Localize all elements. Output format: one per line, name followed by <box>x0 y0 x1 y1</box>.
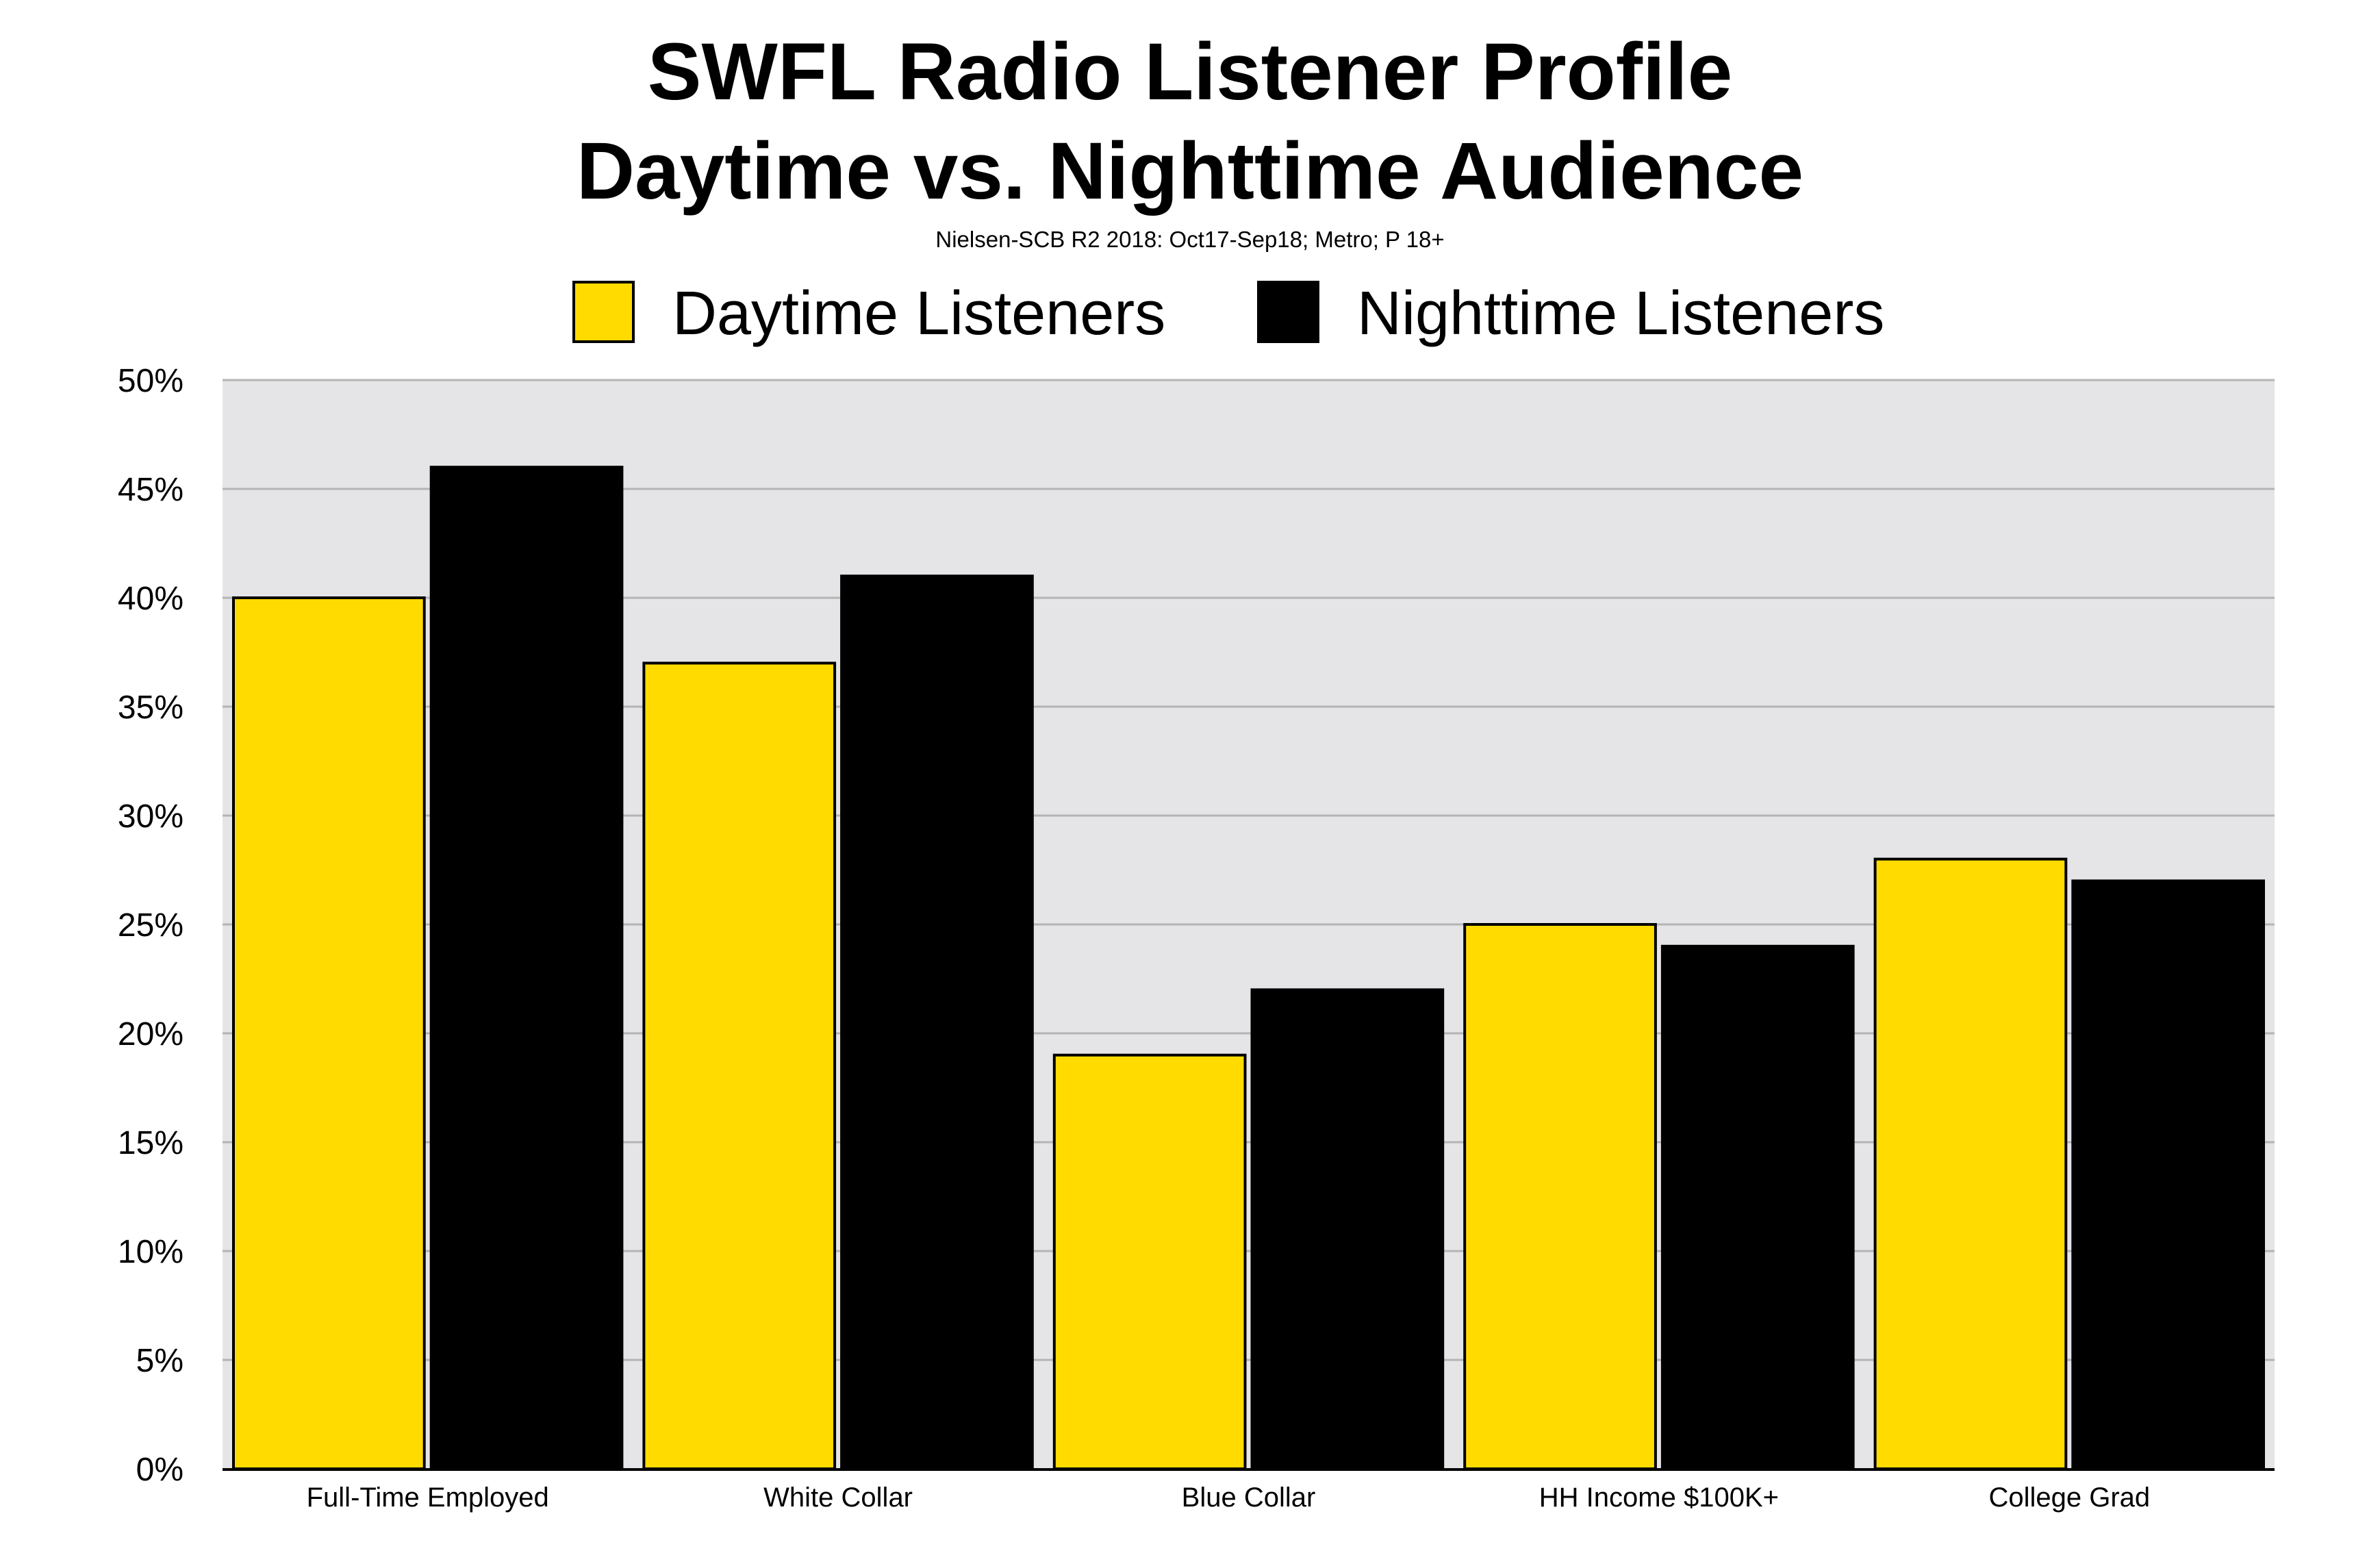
y-tick-label: 40% <box>118 581 183 617</box>
x-tick-label: White Collar <box>763 1483 913 1513</box>
bar-daytime-listeners-white-collar <box>642 661 837 1470</box>
chart-subtitle: Nielsen-SCB R2 2018: Oct17-Sep18; Metro;… <box>935 227 1445 252</box>
bar-nighttime-listeners-full-time-employed <box>429 466 624 1471</box>
y-tick-label: 30% <box>118 798 183 835</box>
legend: Daytime Listeners Nighttime Listeners <box>572 279 1884 348</box>
bar-nighttime-listeners-white-collar <box>840 575 1034 1471</box>
bar-nighttime-listeners-blue-collar <box>1250 988 1445 1470</box>
y-tick-label: 50% <box>118 363 183 399</box>
y-tick-label: 45% <box>118 472 183 508</box>
bar-daytime-listeners-college-grad <box>1873 857 2068 1470</box>
x-tick-label: Full-Time Employed <box>307 1483 549 1513</box>
y-tick-label: 35% <box>118 690 183 726</box>
y-axis: 0% 5% 10% 15% 20% 25% 30% 35% 40% 45% 50% <box>118 363 183 1488</box>
y-tick-label: 25% <box>118 907 183 944</box>
bar-daytime-listeners-hh-income-100k <box>1463 923 1657 1470</box>
y-tick-label: 5% <box>136 1343 183 1379</box>
y-tick-label: 20% <box>118 1016 183 1052</box>
y-tick-label: 15% <box>118 1125 183 1161</box>
x-tick-label: HH Income $100K+ <box>1539 1483 1779 1513</box>
bar-nighttime-listeners-college-grad <box>2071 879 2266 1470</box>
x-axis: Full-Time Employed White Collar Blue Colla… <box>307 1483 2151 1513</box>
y-tick-label: 0% <box>136 1452 183 1488</box>
legend-label-nighttime-listeners: Nighttime Listeners <box>1357 279 1884 348</box>
bar-daytime-listeners-blue-collar <box>1052 1053 1247 1471</box>
x-tick-label: Blue Collar <box>1182 1483 1316 1513</box>
legend-swatch-daytime-listeners <box>572 281 635 343</box>
chart-title-line2: Daytime vs. Nighttime Audience <box>576 126 1804 216</box>
bar-daytime-listeners-full-time-employed <box>232 596 426 1470</box>
legend-swatch-nighttime-listeners <box>1257 281 1319 343</box>
y-tick-label: 10% <box>118 1234 183 1270</box>
x-tick-label: College Grad <box>1988 1483 2150 1513</box>
chart-title: SWFL Radio Listener Profile <box>647 27 1733 117</box>
bars <box>232 466 2266 1471</box>
bar-nighttime-listeners-hh-income-100k <box>1660 944 1855 1471</box>
legend-label-daytime-listeners: Daytime Listeners <box>672 279 1165 348</box>
